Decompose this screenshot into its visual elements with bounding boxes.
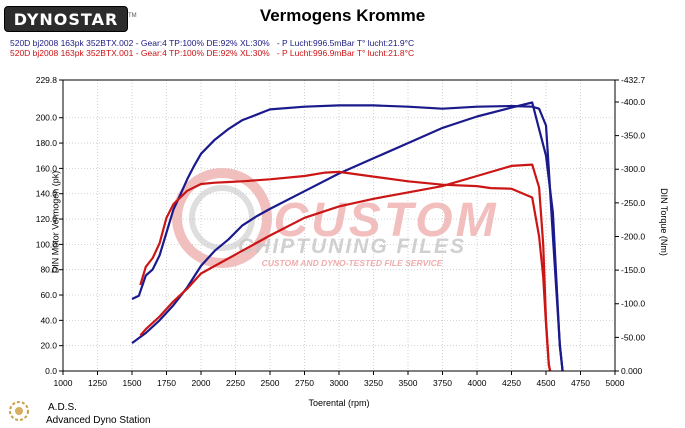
x-tick-label: 3250 bbox=[364, 378, 383, 388]
y-tick-label: 160.0 bbox=[36, 163, 58, 173]
x-tick-label: 3000 bbox=[330, 378, 349, 388]
y2-tick-label: 0.000 bbox=[621, 366, 643, 376]
watermark-line-2: CHIPTUNING FILES bbox=[238, 235, 466, 258]
y2-tick-label: -432.7 bbox=[621, 75, 645, 85]
legend-run-2: 520D bj2008 163pk 352BTX.001 - Gear:4 TP… bbox=[10, 48, 415, 58]
y2-tick-label: -150.0 bbox=[621, 265, 645, 275]
x-tick-label: 4250 bbox=[502, 378, 521, 388]
y2-tick-label: -350.0 bbox=[621, 131, 645, 141]
x-tick-label: 2000 bbox=[192, 378, 211, 388]
x-tick-label: 2500 bbox=[261, 378, 280, 388]
logo-text: DYNOSTAR bbox=[13, 10, 119, 29]
y-tick-label: 40.0 bbox=[40, 315, 57, 325]
x-axis-label: Toerental (rpm) bbox=[308, 398, 369, 408]
series-line-352BTX.001-power bbox=[139, 163, 552, 372]
legend-run-1: 520D bj2008 163pk 352BTX.002 - Gear:4 TP… bbox=[10, 38, 415, 48]
y2-tick-label: -400.0 bbox=[621, 97, 645, 107]
y2-tick-label: -200.0 bbox=[621, 231, 645, 241]
y-tick-label: 140.0 bbox=[36, 189, 58, 199]
x-tick-label: 3750 bbox=[433, 378, 452, 388]
footer-subtitle: Advanced Dyno Station bbox=[46, 415, 151, 426]
x-tick-label: 1500 bbox=[123, 378, 142, 388]
y-tick-label: 60.0 bbox=[40, 290, 57, 300]
chart-axes: 1000 1250 1500 1750 2000 2250 2500 2750 3000 3250… bbox=[36, 75, 646, 388]
x-tick-label: 4750 bbox=[571, 378, 590, 388]
y2-tick-label: -250.0 bbox=[621, 198, 645, 208]
y2-tick-label: -300.0 bbox=[621, 164, 645, 174]
series-line-352BTX.001-torque bbox=[139, 170, 552, 372]
y2-tick-label: -100.0 bbox=[621, 299, 645, 309]
watermark-line-3: CUSTOM AND DYNO-TESTED FILE SERVICE bbox=[262, 258, 443, 268]
x-tick-label: 1750 bbox=[157, 378, 176, 388]
x-tick-label: 2750 bbox=[295, 378, 314, 388]
y-tick-label: 100.0 bbox=[36, 239, 58, 249]
y2-tick-label: -50.00 bbox=[621, 332, 645, 342]
y-tick-label: 0.0 bbox=[45, 366, 57, 376]
y-tick-label: 200.0 bbox=[36, 113, 58, 123]
x-tick-label: 4000 bbox=[468, 378, 487, 388]
x-tick-label: 3500 bbox=[399, 378, 418, 388]
chart-title: Vermogens Kromme bbox=[259, 6, 426, 25]
footer-name: A.D.S. bbox=[48, 402, 77, 413]
watermark-line-1: CUSTOM bbox=[273, 194, 498, 247]
x-tick-label: 1000 bbox=[54, 378, 73, 388]
ads-logo-icon bbox=[9, 401, 29, 421]
series-line-352BTX.002-torque bbox=[131, 104, 564, 372]
y-tick-label: 229.8 bbox=[36, 75, 58, 85]
x-tick-label: 2250 bbox=[226, 378, 245, 388]
y-tick-label: 120.0 bbox=[36, 214, 58, 224]
y-tick-label: 20.0 bbox=[40, 341, 57, 351]
chart-series bbox=[131, 101, 564, 372]
x-tick-label: 5000 bbox=[606, 378, 625, 388]
y-tick-label: 180.0 bbox=[36, 138, 58, 148]
dynostar-logo: DYNOSTAR bbox=[4, 6, 128, 32]
x-tick-label: 1250 bbox=[88, 378, 107, 388]
x-tick-label: 4500 bbox=[537, 378, 556, 388]
logo-trademark: TM bbox=[128, 13, 137, 19]
y-tick-label: 80.0 bbox=[40, 265, 57, 275]
